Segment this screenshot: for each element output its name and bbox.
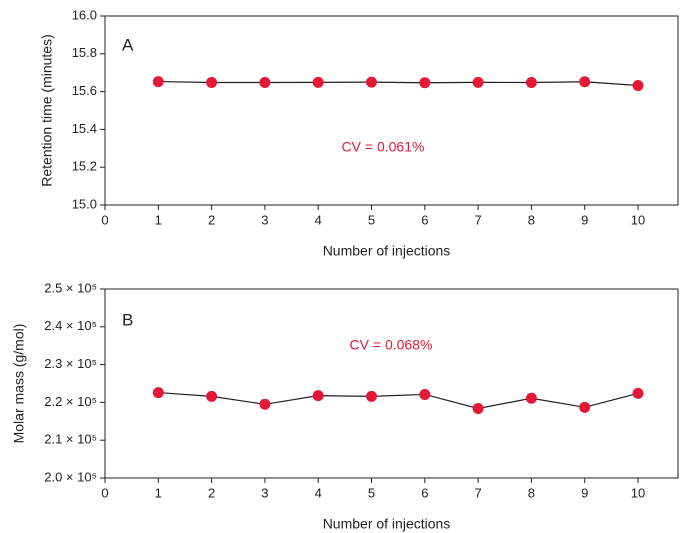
x-tick-label: 10 <box>631 212 645 227</box>
y-tick-label: 2.2 × 10⁵ <box>44 394 97 409</box>
data-point <box>419 388 431 400</box>
y-tick-label: 2.5 × 10⁵ <box>44 280 97 295</box>
x-tick-label: 0 <box>101 485 108 500</box>
x-tick-label: 9 <box>581 212 588 227</box>
data-point <box>206 390 218 402</box>
data-point <box>312 76 324 88</box>
y-tick-label: 15.4 <box>72 121 97 136</box>
x-tick-label: 8 <box>528 212 535 227</box>
y-axis-label: Retention time (minutes) <box>39 34 55 187</box>
y-tick-label: 15.8 <box>72 45 97 60</box>
x-tick-label: 2 <box>208 212 215 227</box>
data-point <box>312 390 324 402</box>
x-tick-label: 5 <box>368 212 375 227</box>
y-tick-label: 16.0 <box>72 7 97 22</box>
x-tick-label: 7 <box>474 212 481 227</box>
data-point <box>632 387 644 399</box>
x-tick-label: 3 <box>261 485 268 500</box>
y-axis-label: Molar mass (g/mol) <box>11 324 27 444</box>
x-axis-label: Number of injections <box>323 516 451 532</box>
y-tick-label: 2.1 × 10⁵ <box>44 432 97 447</box>
x-tick-label: 6 <box>421 212 428 227</box>
line <box>158 391 639 410</box>
x-tick-label: 6 <box>421 485 428 500</box>
x-axis-label: Number of injections <box>323 243 451 259</box>
y-tick-label: 2.4 × 10⁵ <box>44 318 97 333</box>
data-point <box>259 77 271 89</box>
x-tick-label: 0 <box>101 212 108 227</box>
y-tick-label: 2.0 × 10⁵ <box>44 469 97 484</box>
cv-annotation: CV = 0.061% <box>342 139 425 155</box>
y-tick-label: 15.0 <box>72 196 97 211</box>
data-point <box>259 398 271 410</box>
x-tick-label: 4 <box>315 485 322 500</box>
x-tick-label: 3 <box>261 212 268 227</box>
plot-frame <box>104 288 679 479</box>
x-tick-label: 2 <box>208 485 215 500</box>
data-point <box>152 76 164 88</box>
x-tick-label: 10 <box>631 485 645 500</box>
data-point <box>525 77 537 89</box>
data-point <box>472 402 484 414</box>
data-point <box>366 76 378 88</box>
x-tick-label: 7 <box>474 485 481 500</box>
x-tick-label: 1 <box>155 212 162 227</box>
plot-frame <box>104 15 679 206</box>
data-point <box>632 80 644 92</box>
x-tick-label: 9 <box>581 485 588 500</box>
x-tick-label: 8 <box>528 485 535 500</box>
line <box>158 80 639 87</box>
y-tick-label: 2.3 × 10⁵ <box>44 356 97 371</box>
x-tick-label: 4 <box>315 212 322 227</box>
cv-annotation: CV = 0.068% <box>350 337 433 353</box>
data-point <box>366 390 378 402</box>
y-tick-label: 15.6 <box>72 83 97 98</box>
data-point <box>152 387 164 399</box>
x-tick-label: 1 <box>155 485 162 500</box>
data-point <box>472 76 484 88</box>
data-point <box>579 76 591 88</box>
panel-letter: A <box>122 35 134 54</box>
data-point <box>579 401 591 413</box>
panel-letter: B <box>122 310 133 329</box>
data-point <box>525 392 537 404</box>
data-point <box>419 77 431 89</box>
data-point <box>206 77 218 89</box>
y-tick-label: 15.2 <box>72 159 97 174</box>
x-tick-label: 5 <box>368 485 375 500</box>
